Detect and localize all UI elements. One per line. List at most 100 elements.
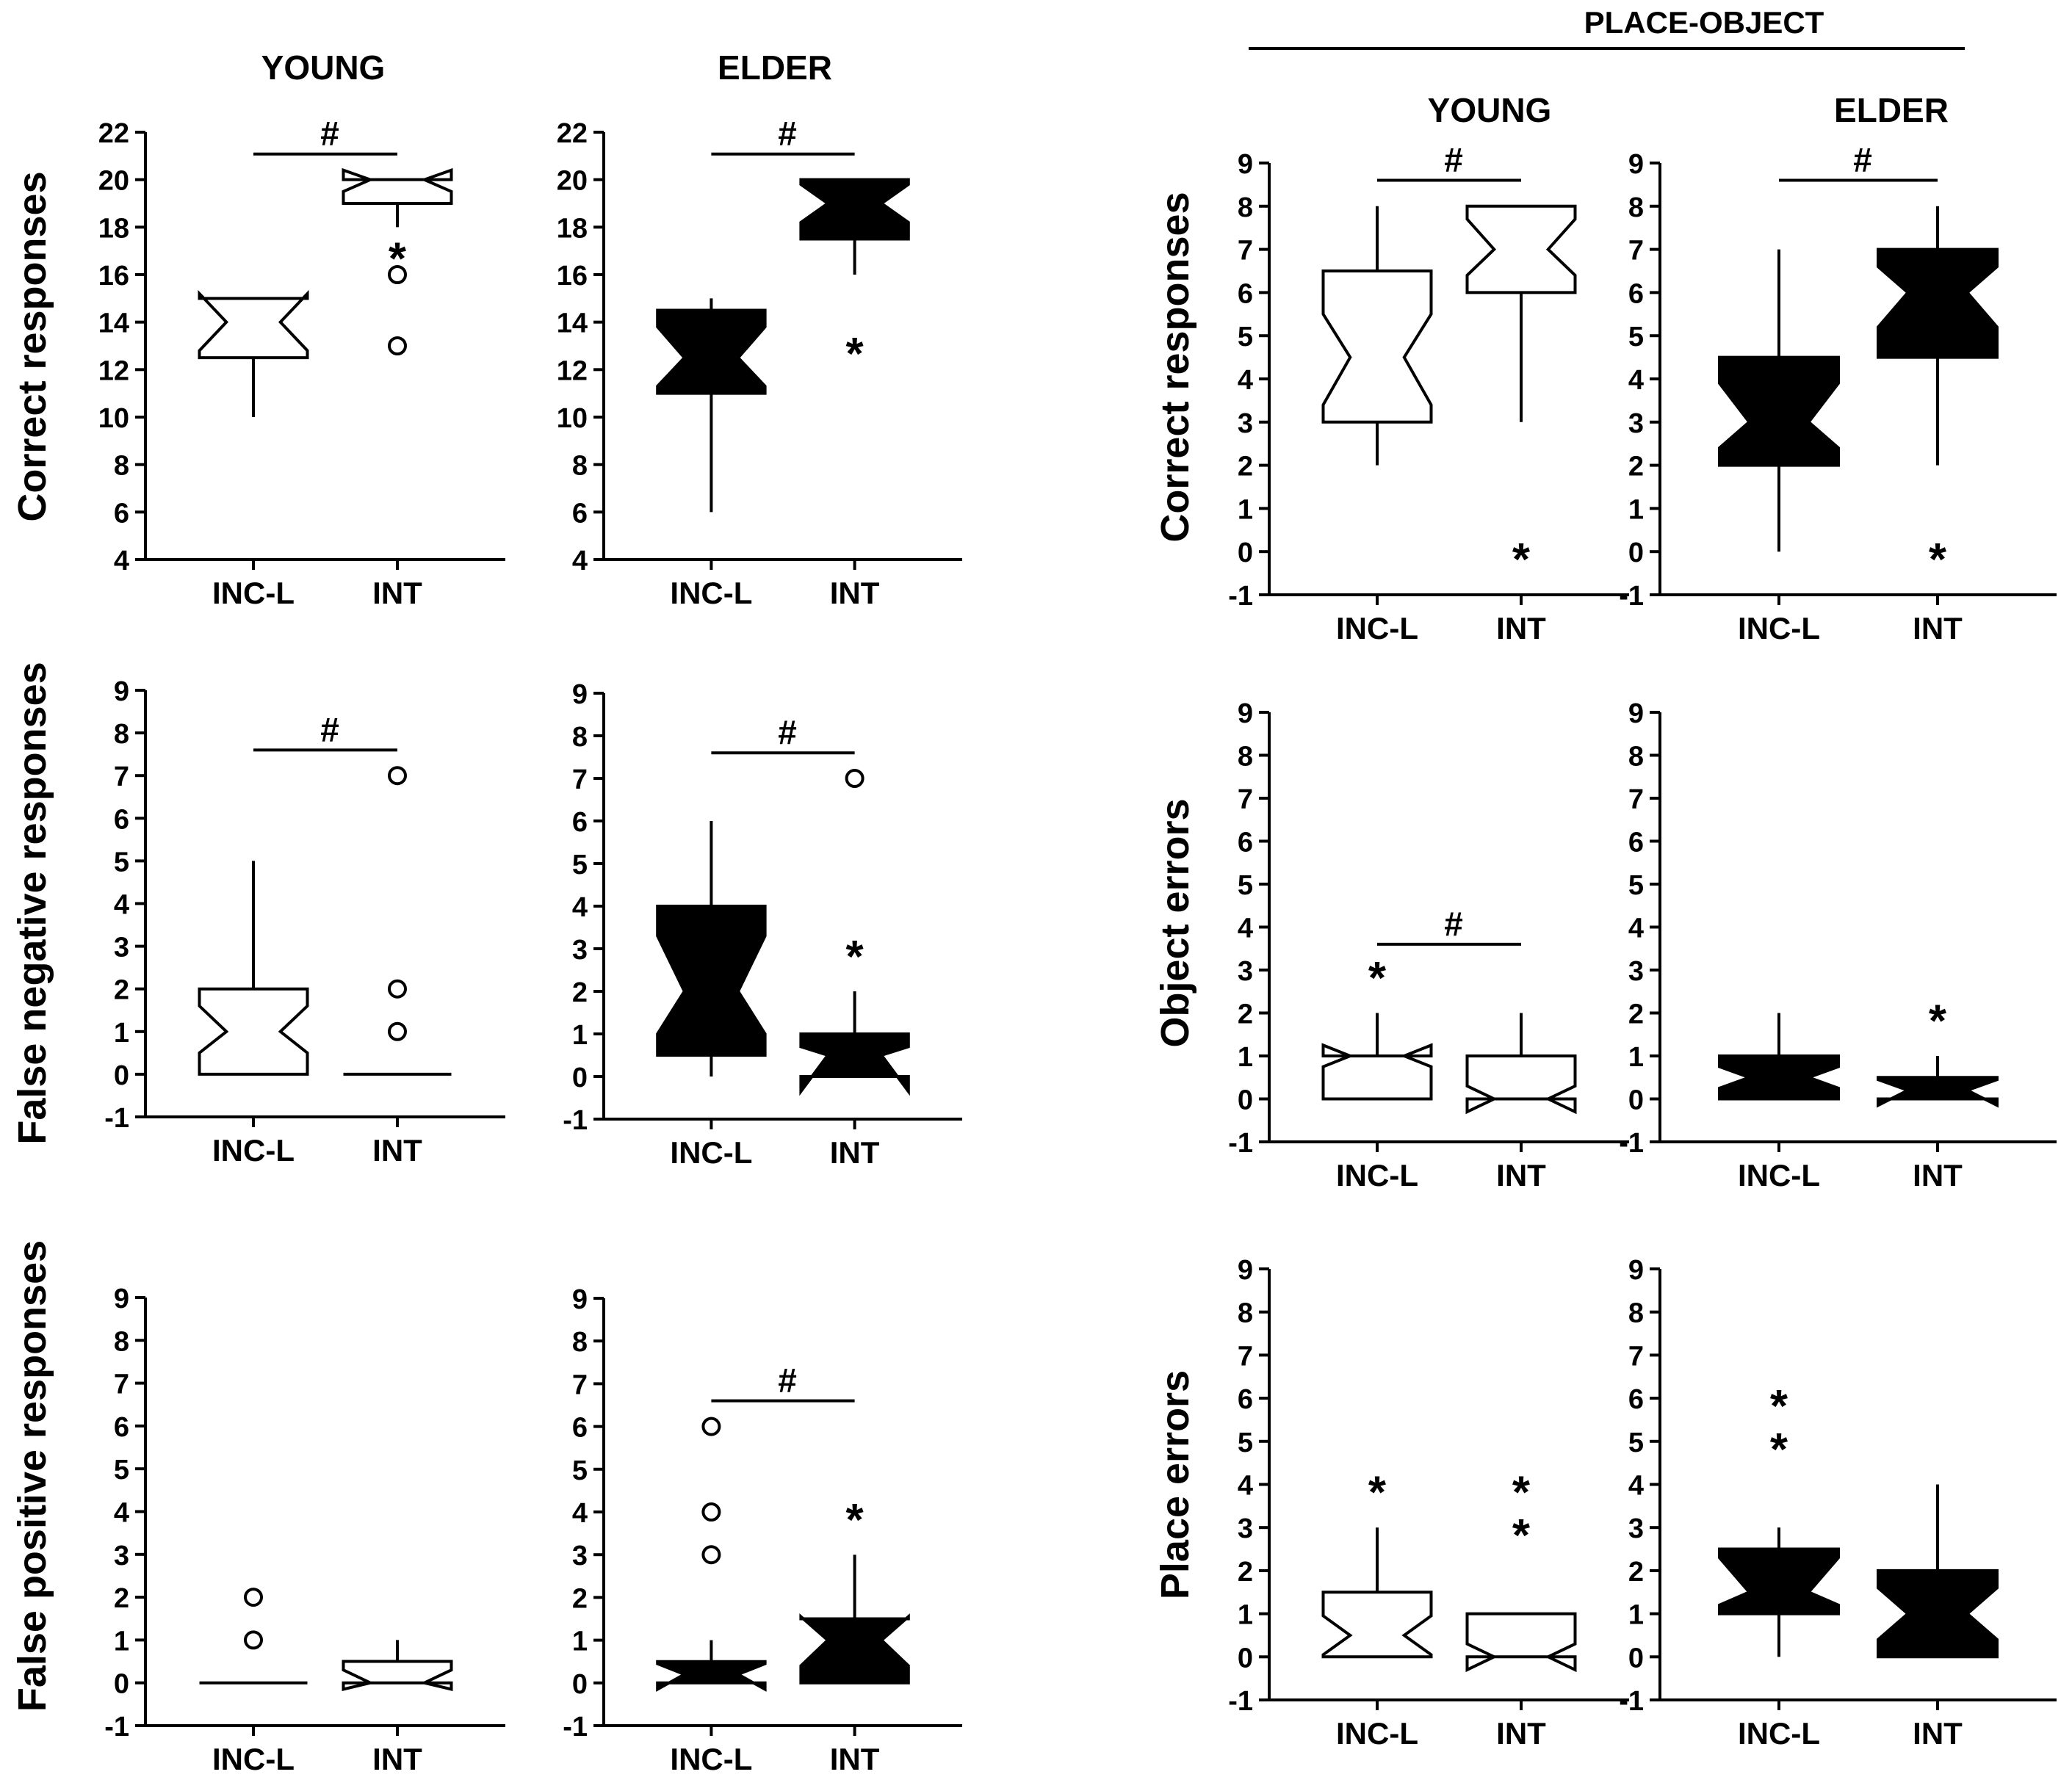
y-tick-label: 2 — [1238, 1557, 1253, 1588]
outlier-marker — [244, 1630, 263, 1650]
y-tick-label: 5 — [1238, 322, 1253, 352]
y-tick-label: 1 — [1628, 1600, 1644, 1631]
y-tick-label: 5 — [1628, 1428, 1644, 1458]
y-tick-label: 8 — [1628, 1298, 1644, 1329]
y-tick-label: 6 — [572, 498, 588, 529]
extreme-marker: * — [1929, 996, 1947, 1047]
y-tick-label: 5 — [572, 850, 588, 880]
y-tick-label: 0 — [114, 1060, 129, 1091]
y-tick-label: 2 — [1628, 1557, 1644, 1588]
panel-elder-correct: 4 6 8 10 12 14 16 18 20 22 INC-L INT * # — [557, 115, 962, 610]
x-tick-label: INC-L — [1738, 611, 1820, 645]
y-tick-label: 9 — [572, 679, 588, 710]
notched-box — [1465, 1612, 1577, 1673]
x-tick-label: INC-L — [670, 1742, 752, 1776]
y-tick-label: 9 — [1628, 149, 1644, 180]
y-tick-label: 22 — [98, 118, 129, 149]
notched-box — [1321, 269, 1433, 424]
y-tick-label: -1 — [1619, 1686, 1644, 1717]
y-tick-label: 4 — [572, 1498, 588, 1529]
significance-marker: # — [778, 1361, 797, 1400]
extreme-marker: * — [846, 1495, 864, 1546]
y-tick-label: 8 — [1238, 1298, 1253, 1329]
outlier-marker — [701, 1545, 721, 1565]
y-tick-label: 18 — [98, 213, 129, 244]
y-tick-label: 1 — [572, 1020, 588, 1051]
y-tick-label: 0 — [1238, 1643, 1253, 1674]
y-tick-label: 0 — [114, 1669, 129, 1700]
y-tick-label: 8 — [114, 719, 129, 750]
y-tick-label: 6 — [114, 498, 129, 529]
extreme-marker: * — [846, 932, 864, 983]
y-tick-label: -1 — [563, 1712, 588, 1743]
y-tick-label: 1 — [114, 1018, 129, 1049]
y-tick-label: 2 — [1628, 452, 1644, 482]
y-tick-label: 12 — [98, 355, 129, 386]
y-tick-label: 6 — [1628, 278, 1644, 309]
x-tick-label: INC-L — [670, 576, 752, 610]
outlier-marker — [388, 1021, 407, 1041]
y-tick-label: 8 — [572, 722, 588, 753]
panel-elder-false-positive: -1 0 1 2 3 4 5 6 7 8 9 INC-L INT * # — [563, 1284, 962, 1776]
y-tick-label: 6 — [572, 1413, 588, 1444]
extreme-marker: * — [1512, 535, 1531, 585]
notched-box — [799, 1032, 910, 1096]
y-tick-label: 4 — [1628, 1471, 1644, 1502]
y-tick-label: 16 — [557, 261, 588, 292]
y-tick-label: 9 — [114, 676, 129, 707]
y-tick-label: 4 — [1238, 1471, 1253, 1502]
y-tick-label: 18 — [557, 213, 588, 244]
y-tick-label: 7 — [114, 761, 129, 792]
y-tick-label: 4 — [572, 546, 588, 576]
y-tick-label: 5 — [1628, 870, 1644, 901]
significance-marker: # — [778, 713, 797, 751]
outlier-marker — [388, 766, 407, 786]
x-tick-label: INT — [1496, 1716, 1546, 1751]
panel-elder-false-negative: -1 0 1 2 3 4 5 6 7 8 9 INC-L INT * # — [563, 679, 962, 1170]
y-tick-label: -1 — [104, 1712, 129, 1743]
y-tick-label: 7 — [1628, 236, 1644, 267]
y-tick-label: 6 — [1238, 278, 1253, 309]
y-tick-label: -1 — [1619, 581, 1644, 612]
y-tick-label: -1 — [1228, 581, 1253, 612]
y-tick-label: -1 — [1228, 1128, 1253, 1159]
y-tick-label: 1 — [1238, 1042, 1253, 1073]
ylabel-false-negative: False negative responses — [10, 662, 54, 1144]
y-tick-label: 8 — [1628, 742, 1644, 773]
panel-po-young-object-errors: -1 0 1 2 3 4 5 6 7 8 9 INC-L * INT # — [1228, 698, 1629, 1193]
y-tick-label: 7 — [114, 1370, 129, 1400]
ylabel-correct-right: Correct responses — [1153, 192, 1197, 542]
notched-box — [1718, 1054, 1840, 1101]
panel-po-elder-object-errors: -1 0 1 2 3 4 5 6 7 8 9 INC-L INT * — [1619, 698, 2057, 1193]
y-tick-label: 6 — [1238, 1384, 1253, 1415]
extreme-marker: * — [1512, 1510, 1531, 1561]
notched-box — [1718, 1547, 1840, 1615]
y-tick-label: 8 — [1238, 192, 1253, 223]
y-tick-label: 2 — [114, 1583, 129, 1614]
y-tick-label: 3 — [114, 933, 129, 963]
y-tick-label: 5 — [572, 1455, 588, 1486]
y-tick-label: 0 — [1238, 538, 1253, 568]
y-tick-label: 16 — [98, 261, 129, 292]
y-tick-label: -1 — [1228, 1686, 1253, 1717]
x-tick-label: INC-L — [1336, 1716, 1418, 1751]
significance-marker: # — [320, 115, 339, 153]
notched-box — [1718, 355, 1840, 467]
y-tick-label: 4 — [114, 546, 129, 576]
y-tick-label: 6 — [572, 807, 588, 838]
panel-po-young-correct: -1 0 1 2 3 4 5 6 7 8 9 INC-L INT * # — [1228, 141, 1629, 645]
y-tick-label: 12 — [557, 355, 588, 386]
y-tick-label: 1 — [1238, 494, 1253, 525]
y-tick-label: 4 — [1238, 913, 1253, 944]
x-tick-label: INC-L — [212, 1742, 295, 1776]
y-tick-label: 0 — [1238, 1085, 1253, 1116]
y-tick-label: 14 — [557, 308, 588, 339]
panel-young-false-positive: -1 0 1 2 3 4 5 6 7 8 9 INC-L INT — [104, 1284, 505, 1776]
significance-marker: # — [320, 710, 339, 748]
y-tick-label: 9 — [1238, 698, 1253, 729]
header-right-young: YOUNG — [1428, 91, 1552, 129]
panel-po-elder-place-errors: -1 0 1 2 3 4 5 6 7 8 9 INC-L ** INT — [1619, 1255, 2057, 1751]
x-tick-label: INT — [372, 1133, 422, 1168]
